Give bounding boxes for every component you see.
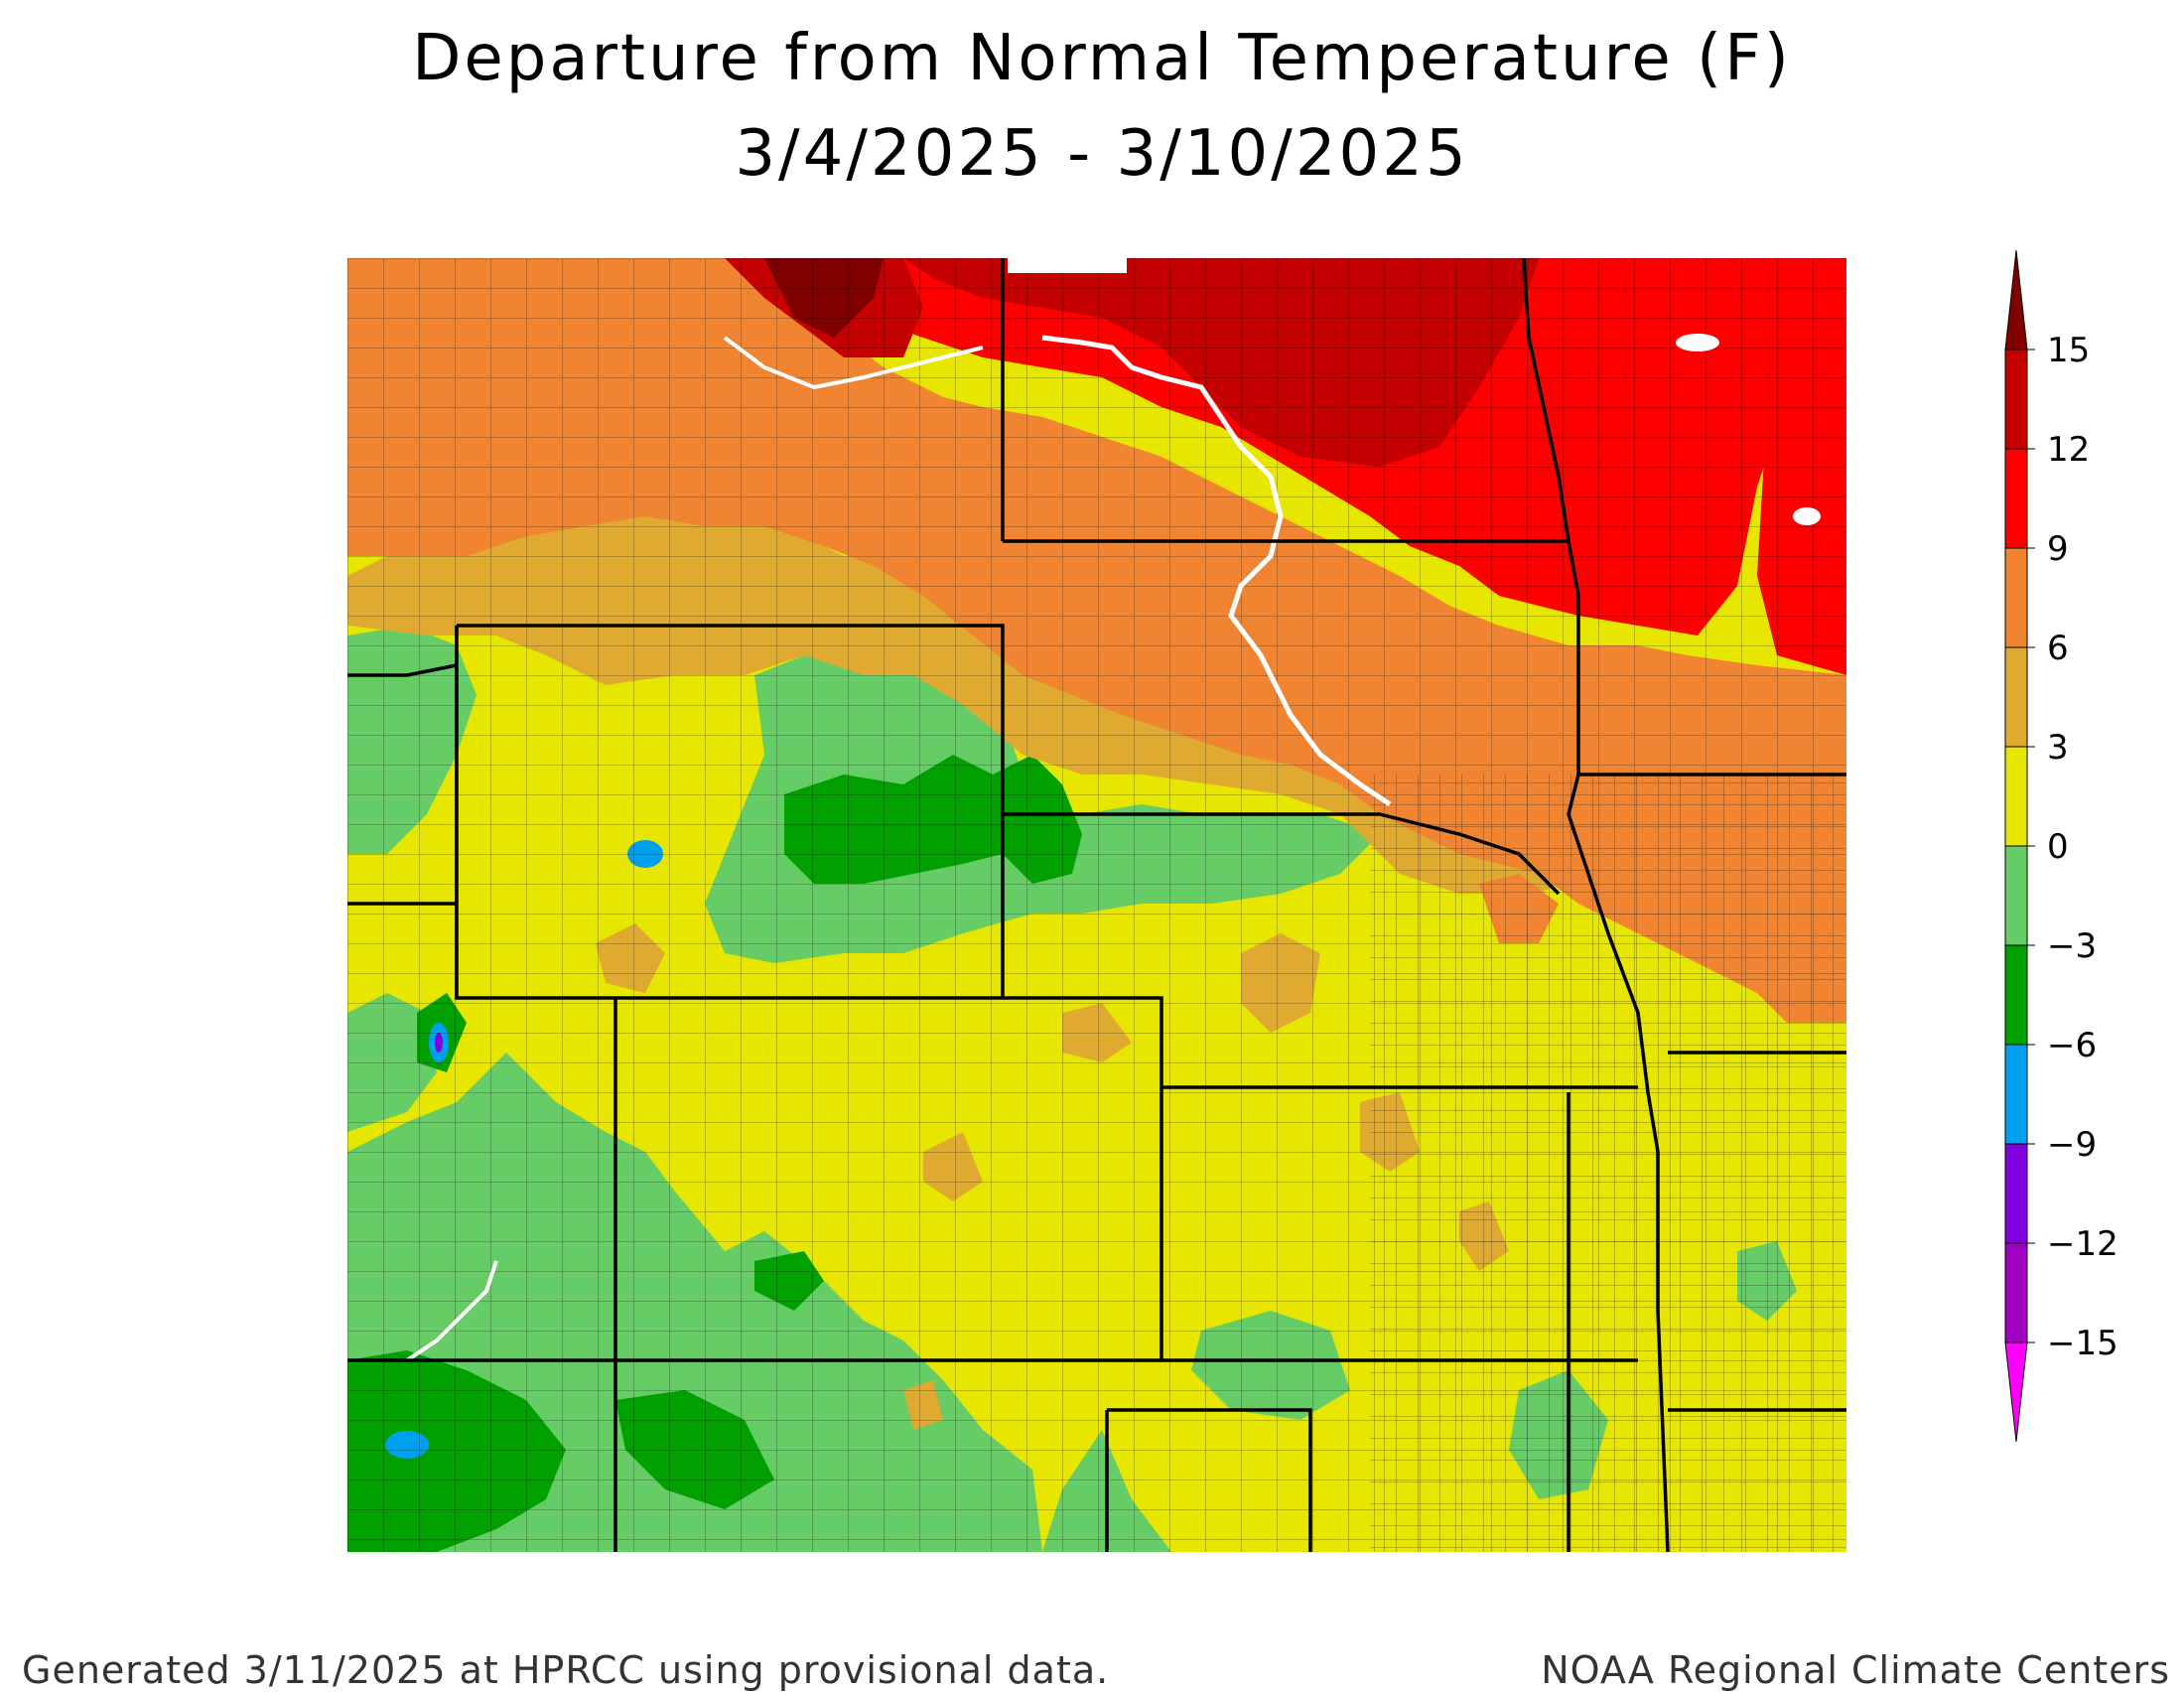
legend-swatch — [2004, 1044, 2028, 1145]
river-southwest — [405, 1260, 498, 1362]
legend-label: 0 — [2047, 827, 2069, 867]
color-legend: 15 12 9 6 3 0 −3 −6 −9 −12 −15 — [2004, 249, 2118, 1443]
legend-swatch — [2004, 1143, 2028, 1244]
state-borders — [347, 258, 1846, 1552]
county-boundaries-east — [1370, 775, 1846, 1552]
credit-note: NOAA Regional Climate Centers — [1541, 1648, 2170, 1692]
generated-note: Generated 3/11/2025 at HPRCC using provi… — [22, 1648, 1110, 1692]
legend-label: −3 — [2047, 926, 2097, 966]
lake-northeast — [1676, 334, 1719, 352]
legend-label: 15 — [2047, 331, 2090, 370]
legend-label: 9 — [2047, 529, 2069, 569]
map-title: Departure from Normal Temperature (F) — [412, 22, 1792, 95]
missouri-river — [1041, 335, 1392, 807]
legend-label: 6 — [2047, 629, 2069, 668]
legend-label: 12 — [2047, 430, 2090, 470]
temperature-departure-map — [347, 258, 1846, 1552]
legend-swatch — [2004, 646, 2028, 748]
legend-swatch — [2004, 746, 2028, 847]
legend-swatch — [2004, 944, 2028, 1046]
map-date-range: 3/4/2025 - 3/10/2025 — [735, 117, 1469, 191]
legend-label: −12 — [2047, 1224, 2118, 1264]
legend-swatch — [2004, 845, 2028, 946]
legend-swatch — [2004, 547, 2028, 648]
lake-east — [1793, 507, 1821, 525]
legend-label: −9 — [2047, 1125, 2097, 1165]
legend-swatch — [2004, 1242, 2028, 1343]
legend-label: −6 — [2047, 1026, 2097, 1065]
river-north — [723, 336, 984, 390]
data-gap-north — [1008, 258, 1127, 273]
legend-label: 3 — [2047, 728, 2069, 768]
legend-swatch — [2004, 249, 2028, 351]
legend-label: −15 — [2047, 1324, 2118, 1363]
legend-swatch — [2004, 1341, 2028, 1443]
legend-swatch — [2004, 349, 2028, 450]
legend-swatch — [2004, 448, 2028, 549]
